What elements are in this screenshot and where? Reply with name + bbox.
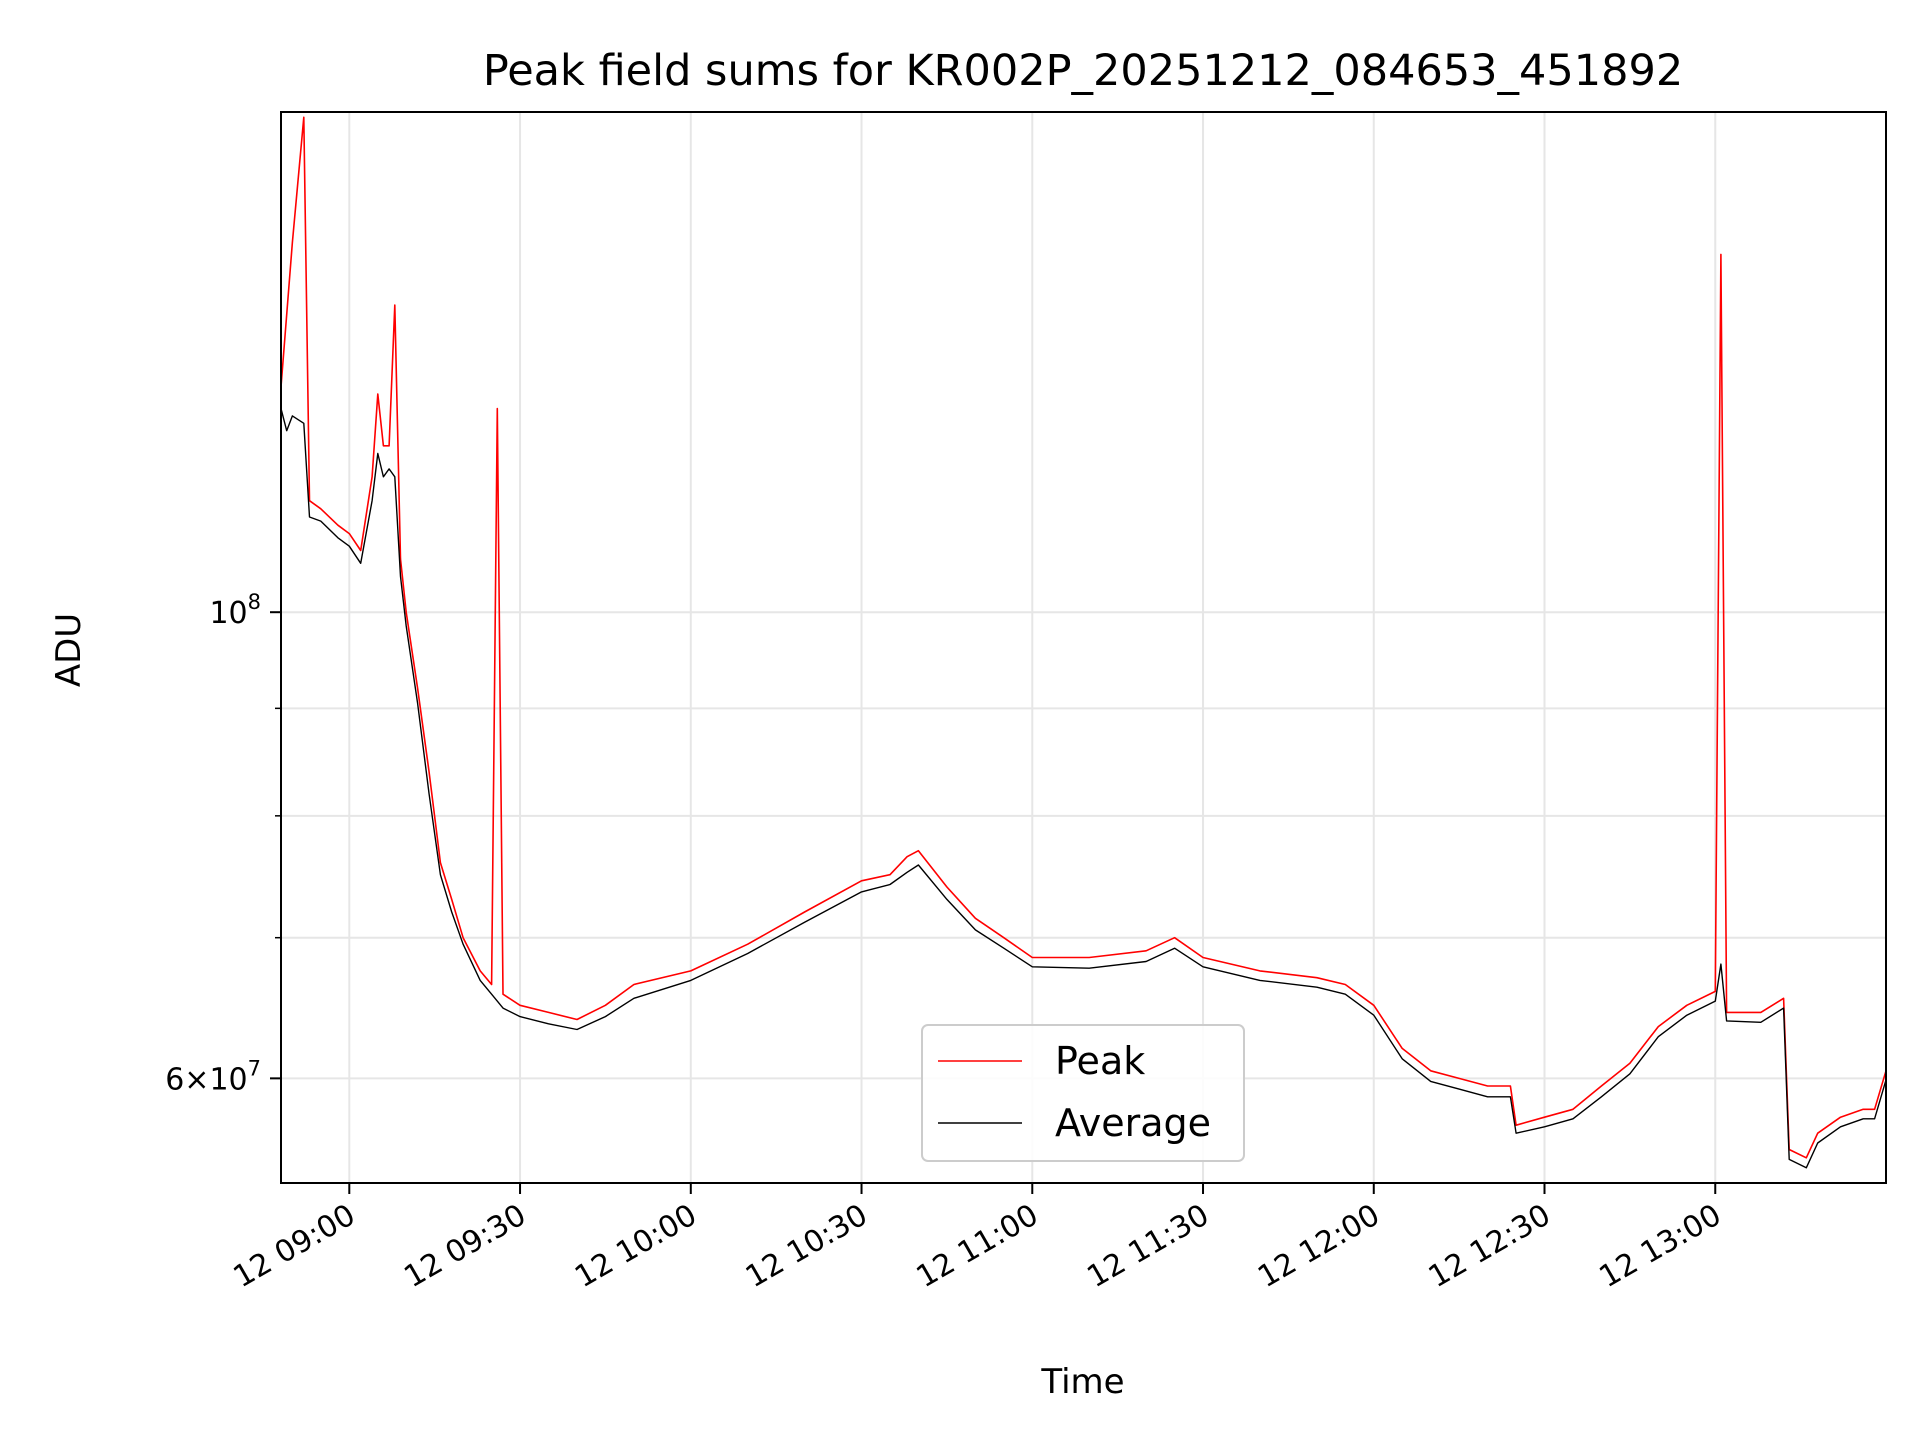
series-line-peak (281, 116, 1886, 1159)
plot-frame (280, 111, 1887, 1184)
legend-label-peak: Peak (1055, 1039, 1145, 1083)
plot-area (281, 116, 1886, 1169)
grid (281, 112, 1886, 1183)
series-line-average (281, 408, 1886, 1169)
chart-title: Peak field sums for KR002P_20251212_0846… (483, 46, 1683, 96)
legend-label-average: Average (1055, 1101, 1211, 1145)
legend-box (921, 1024, 1245, 1162)
y-axis-label: ADU (49, 613, 89, 687)
y-tick-label: 6×107 (165, 1056, 261, 1097)
x-axis-label: Time (1040, 1362, 1124, 1402)
legend[interactable]: Peak Average (921, 1024, 1245, 1162)
